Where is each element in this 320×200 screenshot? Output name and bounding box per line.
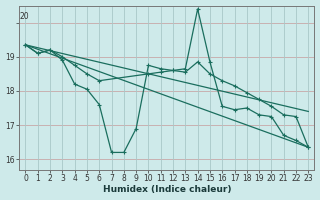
Text: 20: 20 [19, 12, 29, 21]
X-axis label: Humidex (Indice chaleur): Humidex (Indice chaleur) [103, 185, 231, 194]
